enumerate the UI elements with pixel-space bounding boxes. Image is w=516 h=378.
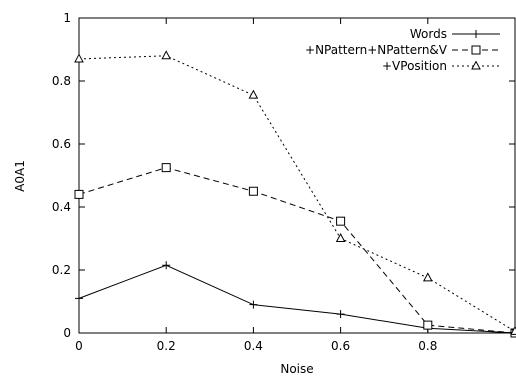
data-point [336,216,346,226]
series-line [78,264,516,334]
x-tick-label: 0.6 [331,339,350,353]
legend-label: Words [410,27,447,41]
data-point [248,186,258,196]
data-point [423,320,433,330]
data-point [162,261,171,270]
y-tick-label: 1 [63,11,71,25]
series-line [78,167,516,334]
series-line [78,55,516,332]
plot-frame [78,17,516,334]
y-tick-label: 0 [63,326,71,340]
data-point [74,53,84,63]
data-point [249,300,258,309]
data-point [335,232,346,242]
legend-item: +VPosition [382,59,500,73]
legend-item: Words [410,27,500,41]
legend-marker [471,45,481,55]
data-point [161,50,172,60]
axis-ticks: 0 0.2 0.4 0.6 0.8 0 0.2 0.4 0.6 0.8 1 [52,11,515,353]
data-point [248,89,259,99]
legend: Words +NPattern+NPattern&V +VPosition [305,27,500,73]
series-2 [74,50,516,335]
legend-marker [471,60,481,70]
data-point [75,294,83,303]
y-tick-label: 0.8 [52,74,71,88]
legend-marker [472,30,480,38]
series-0 [75,261,516,337]
legend-label: +NPattern+NPattern&V [305,43,448,57]
x-tick-label: 0.8 [418,339,437,353]
x-tick-label: 0.2 [157,339,176,353]
data-point [510,325,516,335]
series-layer [74,50,516,338]
series-1 [74,163,516,338]
y-tick-label: 0.6 [52,137,71,151]
data-point [161,163,171,173]
data-point [422,272,433,282]
x-tick-label: 0 [75,339,83,353]
legend-item: +NPattern+NPattern&V [305,43,500,57]
data-point [336,310,345,319]
y-tick-label: 0.2 [52,263,71,277]
data-point [74,189,84,199]
y-tick-label: 0.4 [52,200,71,214]
y-axis-label: A0A1 [13,160,27,192]
x-axis-label: Noise [280,362,313,376]
x-tick-label: 0.4 [244,339,263,353]
legend-label: +VPosition [382,59,447,73]
